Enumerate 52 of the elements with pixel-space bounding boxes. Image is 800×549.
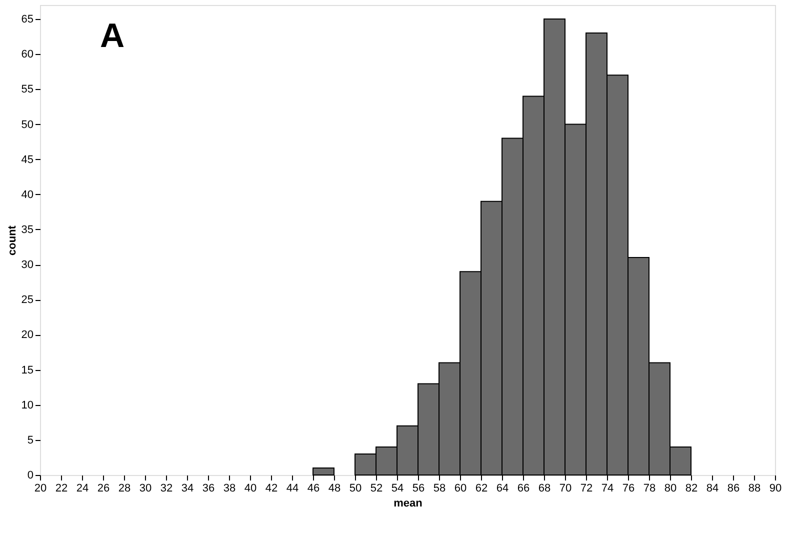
x-tick-label: 46: [307, 482, 320, 494]
x-tick-label: 54: [391, 482, 404, 494]
x-tick-label: 68: [538, 482, 551, 494]
y-tick-label: 65: [21, 14, 34, 26]
y-tick-label: 30: [21, 259, 34, 272]
x-tick-label: 34: [181, 482, 194, 494]
y-tick-label: 20: [21, 329, 34, 342]
y-tick-label: 0: [27, 470, 34, 482]
y-tick-label: 55: [21, 84, 34, 96]
x-tick-label: 72: [580, 482, 593, 494]
y-axis-title: count: [6, 225, 18, 256]
x-tick-label: 28: [118, 482, 131, 494]
x-tick-label: 48: [328, 482, 341, 494]
x-tick-label: 70: [559, 482, 572, 494]
y-tick-label: 50: [21, 118, 34, 131]
x-tick-label: 32: [160, 482, 173, 494]
x-tick-label: 74: [601, 482, 614, 494]
x-tick-label: 38: [223, 482, 236, 494]
x-tick-label: 90: [769, 482, 782, 494]
y-tick-label: 45: [21, 154, 34, 166]
y-tick-label: 5: [27, 434, 34, 446]
x-tick-label: 64: [496, 482, 509, 494]
x-tick-label: 62: [475, 482, 488, 494]
x-tick-label: 84: [706, 482, 719, 494]
y-tick-label: 60: [21, 48, 34, 61]
x-tick-label: 76: [622, 482, 635, 494]
y-tick-label: 40: [21, 188, 34, 201]
x-tick-label: 22: [55, 482, 68, 494]
x-tick-label: 80: [664, 482, 677, 494]
x-tick-label: 44: [286, 482, 299, 494]
x-axis-title: mean: [394, 498, 423, 510]
x-tick-label: 24: [76, 482, 89, 494]
x-tick-label: 88: [748, 482, 761, 494]
y-tick-label: 25: [21, 294, 34, 306]
x-tick-label: 52: [370, 482, 383, 494]
x-tick-label: 42: [265, 482, 278, 494]
x-tick-label: 82: [685, 482, 698, 494]
y-tick-label: 10: [21, 399, 34, 412]
x-tick-label: 58: [433, 482, 446, 494]
y-tick-label: 35: [21, 224, 34, 236]
x-tick-label: 50: [349, 482, 362, 494]
x-tick-label: 36: [202, 482, 215, 494]
annotation: A: [100, 17, 125, 55]
x-tick-label: 26: [97, 482, 110, 494]
x-tick-label: 86: [727, 482, 740, 494]
x-tick-label: 40: [244, 482, 257, 494]
x-tick-label: 30: [139, 482, 152, 494]
x-tick-label: 78: [643, 482, 656, 494]
x-tick-label: 56: [412, 482, 425, 494]
x-tick-label: 66: [517, 482, 530, 494]
x-tick-label: 60: [454, 482, 467, 494]
y-tick-label: 15: [21, 364, 34, 376]
